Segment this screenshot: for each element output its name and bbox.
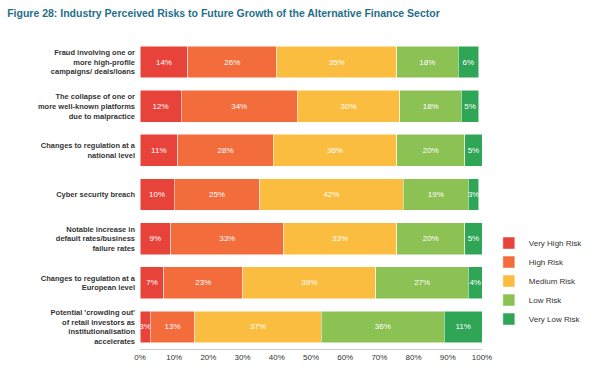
svg-text:50%: 50% [303,353,319,362]
svg-text:Potential 'crowding out'of ret: Potential 'crowding out'of retail invest… [51,308,136,346]
svg-text:100%: 100% [472,353,492,362]
svg-text:33%: 33% [219,234,235,243]
svg-text:70%: 70% [371,353,387,362]
svg-text:7%: 7% [146,278,158,287]
svg-text:26%: 26% [224,58,240,67]
svg-text:Low Risk: Low Risk [529,296,562,305]
svg-text:20%: 20% [423,146,439,155]
svg-text:Changes to regulation at anati: Changes to regulation at anational level [41,141,136,160]
svg-text:14%: 14% [156,58,172,67]
svg-text:20%: 20% [200,353,216,362]
svg-text:5%: 5% [468,146,480,155]
svg-text:33%: 33% [332,234,348,243]
svg-text:18%: 18% [423,102,439,111]
svg-text:Changes to regulation at aEuro: Changes to regulation at aEuropean level [41,274,136,293]
svg-text:Fraud involving one ormore hig: Fraud involving one ormore high-profilec… [51,48,135,77]
svg-text:Notable increase indefault rat: Notable increase indefault rates/busines… [56,225,136,254]
svg-text:Cyber security breach: Cyber security breach [56,190,135,199]
svg-text:80%: 80% [406,353,422,362]
svg-text:11%: 11% [151,146,166,155]
svg-text:10%: 10% [149,190,165,199]
svg-text:Very Low Risk: Very Low Risk [529,315,581,324]
svg-text:10%: 10% [166,353,182,362]
svg-text:35%: 35% [329,58,345,67]
svg-text:11%: 11% [455,322,470,331]
svg-text:40%: 40% [269,353,285,362]
svg-text:Figure 28: Industry Perceived: Figure 28: Industry Perceived Risks to F… [7,7,440,19]
svg-text:28%: 28% [217,146,233,155]
svg-text:0%: 0% [134,353,146,362]
svg-text:60%: 60% [337,353,353,362]
svg-text:30%: 30% [341,102,357,111]
svg-text:30%: 30% [235,353,251,362]
svg-text:18%: 18% [419,58,435,67]
svg-text:The collapse of one ormore wel: The collapse of one ormore well-known pl… [38,92,135,121]
svg-text:25%: 25% [209,190,225,199]
svg-text:5%: 5% [464,102,476,111]
svg-text:27%: 27% [414,278,430,287]
svg-text:37%: 37% [250,322,266,331]
svg-text:5%: 5% [468,234,480,243]
svg-text:19%: 19% [428,190,444,199]
svg-text:34%: 34% [231,102,247,111]
svg-text:6%: 6% [463,58,475,67]
svg-text:20%: 20% [423,234,439,243]
svg-text:23%: 23% [195,278,211,287]
svg-text:3%: 3% [468,190,480,199]
svg-text:Very High Risk: Very High Risk [529,239,582,248]
svg-text:42%: 42% [324,190,340,199]
svg-text:36%: 36% [327,146,343,155]
svg-text:12%: 12% [153,102,169,111]
svg-text:High Risk: High Risk [529,258,564,267]
svg-text:3%: 3% [139,322,151,331]
svg-text:Medium Risk: Medium Risk [529,277,576,286]
svg-text:13%: 13% [164,322,180,331]
svg-text:36%: 36% [375,322,391,331]
svg-text:9%: 9% [150,234,162,243]
svg-text:4%: 4% [469,278,481,287]
svg-text:39%: 39% [301,278,317,287]
svg-text:90%: 90% [440,353,456,362]
